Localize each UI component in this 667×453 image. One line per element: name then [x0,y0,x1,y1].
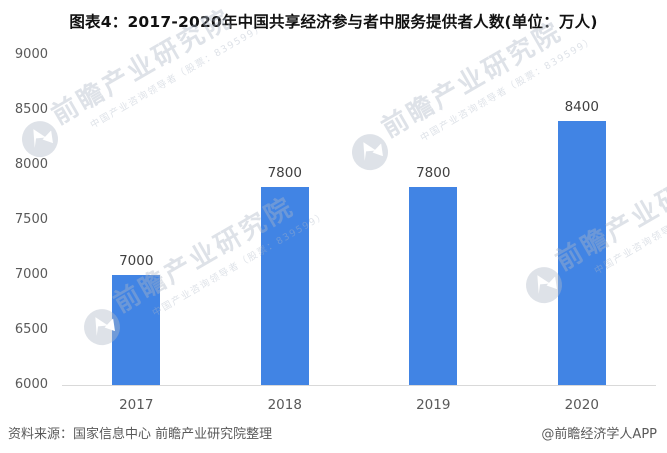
x-axis-category-label: 2020 [564,397,599,413]
y-axis-tick-label: 7000 [14,267,48,282]
x-axis-line [62,385,656,386]
x-axis-category-label: 2019 [416,397,451,413]
bar-value-label: 7000 [119,253,154,269]
chart-title: 图表4：2017-2020年中国共享经济参与者中服务提供者人数(单位：万人) [69,13,598,31]
source-note: 资料来源：国家信息中心 前瞻产业研究院整理 [8,427,273,442]
bar [409,187,458,385]
bar [112,275,161,385]
bar-value-label: 7800 [416,165,451,181]
y-axis-tick-label: 9000 [14,47,48,62]
bar-value-label: 8400 [564,99,599,115]
credit-label: @前瞻经济学人APP [541,427,657,442]
y-axis-tick-label: 6000 [14,377,48,392]
y-axis-tick-label: 6500 [14,322,48,337]
watermark-text-small: 中国产业咨询领导者（股票：839599） [88,21,267,131]
x-axis-category-label: 2017 [119,397,154,413]
footer: 资料来源：国家信息中心 前瞻产业研究院整理 @前瞻经济学人APP [8,423,657,442]
bar-value-label: 7800 [267,165,302,181]
bar [260,187,309,385]
x-axis-category-label: 2018 [267,397,302,413]
y-axis-tick-label: 7500 [14,212,48,227]
y-axis-tick-label: 8000 [14,157,48,172]
y-axis-tick-label: 8500 [14,102,48,117]
bar [557,121,606,385]
